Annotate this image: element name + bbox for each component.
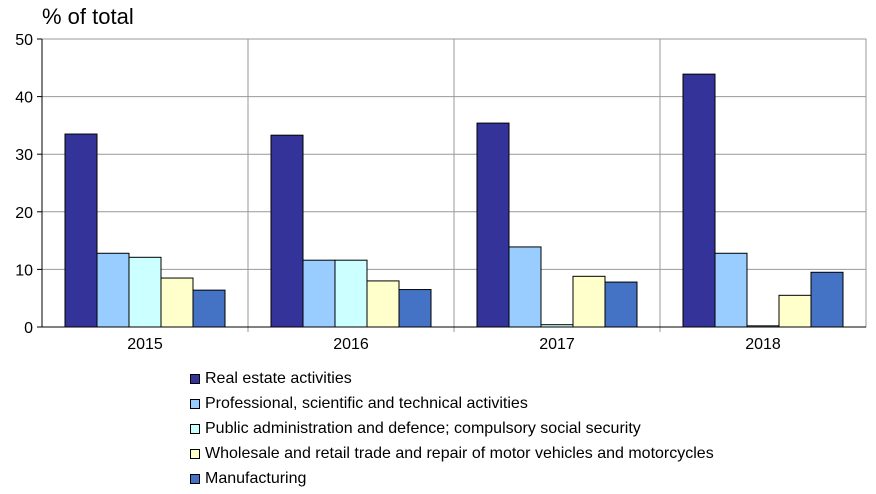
x-tick-label: 2016 xyxy=(333,336,369,353)
legend-item: Wholesale and retail trade and repair of… xyxy=(190,441,714,466)
legend-item: Real estate activities xyxy=(190,366,714,391)
bar xyxy=(302,259,336,328)
legend-swatch xyxy=(190,373,200,384)
legend-swatch xyxy=(190,473,200,484)
x-tick-label: 2017 xyxy=(539,336,575,353)
y-tick-label: 20 xyxy=(15,205,33,222)
x-tick-label: 2018 xyxy=(745,336,781,353)
bar xyxy=(128,256,162,328)
legend-swatch xyxy=(190,423,200,434)
y-tick-label: 0 xyxy=(24,320,33,337)
bar xyxy=(270,134,304,328)
bar xyxy=(682,73,716,328)
y-tick-label: 30 xyxy=(15,147,33,164)
legend: Real estate activities Professional, scie… xyxy=(190,366,714,491)
bar xyxy=(604,281,638,328)
bar xyxy=(64,133,98,328)
bar xyxy=(810,271,844,328)
bar xyxy=(96,252,130,328)
legend-label: Public administration and defence; compu… xyxy=(205,419,641,437)
bar xyxy=(476,122,510,328)
legend-item: Public administration and defence; compu… xyxy=(190,416,714,441)
bar xyxy=(508,246,542,328)
legend-label: Wholesale and retail trade and repair of… xyxy=(205,444,714,462)
legend-swatch xyxy=(190,448,200,459)
legend-label: Real estate activities xyxy=(205,369,352,387)
legend-item: Professional, scientific and technical a… xyxy=(190,391,714,416)
bar xyxy=(398,289,432,328)
bar xyxy=(778,294,812,328)
bar xyxy=(334,259,368,328)
bar xyxy=(160,277,194,328)
legend-item: Manufacturing xyxy=(190,466,714,491)
bar xyxy=(572,275,606,328)
y-axis-title: % of total xyxy=(42,4,134,29)
bar xyxy=(714,252,748,328)
y-tick-label: 10 xyxy=(15,262,33,279)
y-tick-label: 50 xyxy=(15,32,33,49)
bar xyxy=(366,280,400,328)
bar-chart: 2015 2016 2017 2018 0 10 20 30 40 50 xyxy=(15,32,867,353)
legend-swatch xyxy=(190,398,200,409)
y-tick-label: 40 xyxy=(15,90,33,107)
x-tick-label: 2015 xyxy=(127,336,163,353)
legend-label: Professional, scientific and technical a… xyxy=(205,394,528,412)
legend-label: Manufacturing xyxy=(205,469,307,487)
bar xyxy=(192,289,226,328)
